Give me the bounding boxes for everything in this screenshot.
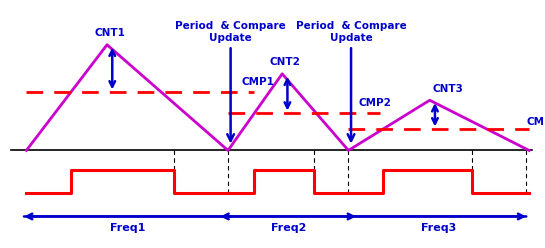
Text: CNT1: CNT1 — [94, 28, 125, 38]
Text: Freq3: Freq3 — [421, 223, 456, 233]
Text: Period  & Compare
Update: Period & Compare Update — [296, 21, 407, 141]
Text: Freq2: Freq2 — [270, 223, 306, 233]
Text: CMP2: CMP2 — [359, 98, 392, 108]
Text: Freq1: Freq1 — [110, 223, 145, 233]
Text: CMP3: CMP3 — [526, 117, 545, 127]
Text: CMP1: CMP1 — [241, 77, 274, 87]
Text: CNT3: CNT3 — [432, 84, 463, 94]
Text: CNT2: CNT2 — [269, 57, 300, 67]
Text: Period  & Compare
Update: Period & Compare Update — [175, 21, 286, 141]
